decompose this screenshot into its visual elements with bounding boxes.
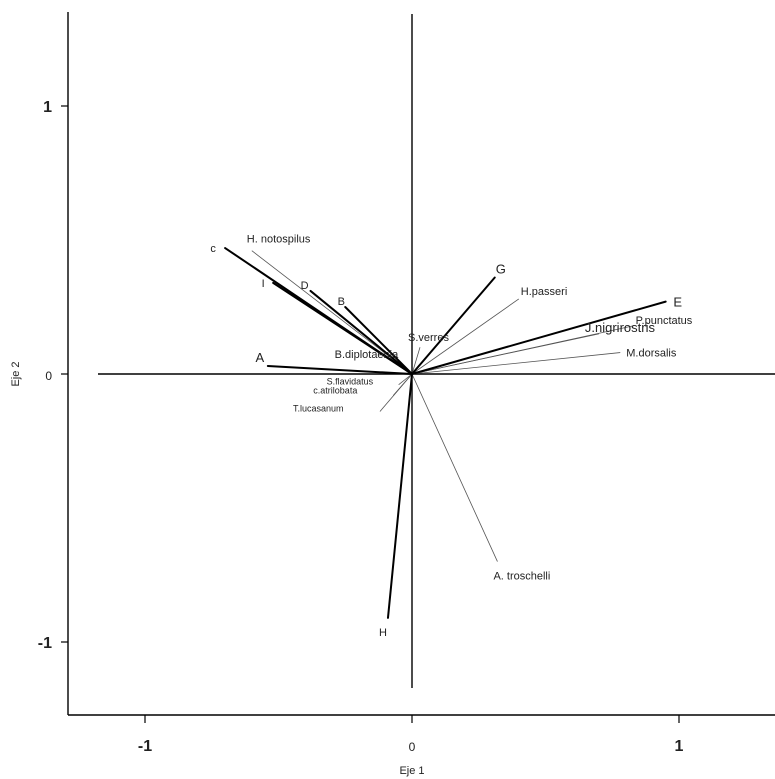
site-label: A <box>255 350 264 365</box>
species-label: A. troschelli <box>493 571 550 583</box>
site-vector <box>309 289 413 375</box>
y-tick-label: -1 <box>38 635 52 652</box>
site-vector <box>411 276 496 375</box>
species-label: S.flavidatus <box>327 377 374 387</box>
site-label: D <box>301 280 309 292</box>
species-vector <box>251 250 413 375</box>
species-label: T.lucasanum <box>293 404 344 414</box>
x-tick-label: 1 <box>675 738 684 755</box>
site-vector <box>411 300 667 375</box>
ticks-layer: -1 0 1 1 0 -1 <box>38 99 684 755</box>
site-label: H <box>379 627 387 639</box>
minor-vectors <box>251 250 634 562</box>
species-label: H. notospilus <box>247 234 311 246</box>
site-label: c <box>210 243 216 255</box>
site-vector <box>266 364 413 375</box>
species-label: B.diplotaenia <box>335 349 399 361</box>
x-tick-label: -1 <box>138 738 152 755</box>
species-vector <box>411 373 498 562</box>
species-label: c.atrilobata <box>313 385 357 395</box>
y-tick-label: 1 <box>43 99 52 116</box>
species-vector <box>411 333 599 375</box>
species-vector <box>398 373 413 386</box>
site-label: I <box>262 278 265 290</box>
site-vector <box>272 281 413 375</box>
site-vector <box>344 306 413 375</box>
species-vector <box>411 347 421 375</box>
species-label: J.nigrirostris <box>585 320 656 335</box>
site-label: G <box>496 262 506 277</box>
species-label: P.punctatus <box>636 315 693 327</box>
vector-labels: H. notospilus H.passeri P.punctatusJ.nigri… <box>210 234 692 639</box>
y-tick-label: 0 <box>45 369 52 383</box>
species-vector <box>379 373 413 412</box>
species-label: M.dorsalis <box>626 348 677 360</box>
y-axis-title: Eje 2 <box>10 361 22 386</box>
species-label: H.passeri <box>521 286 567 298</box>
major-vectors <box>224 247 667 619</box>
site-label: B <box>338 296 345 308</box>
x-axis-title: Eje 1 <box>399 765 424 777</box>
species-label: S.verres <box>408 332 449 344</box>
species-vector <box>411 298 520 375</box>
site-label: E <box>673 295 682 310</box>
x-tick-label: 0 <box>409 740 416 754</box>
species-vector <box>411 352 621 375</box>
site-vector <box>386 373 413 619</box>
